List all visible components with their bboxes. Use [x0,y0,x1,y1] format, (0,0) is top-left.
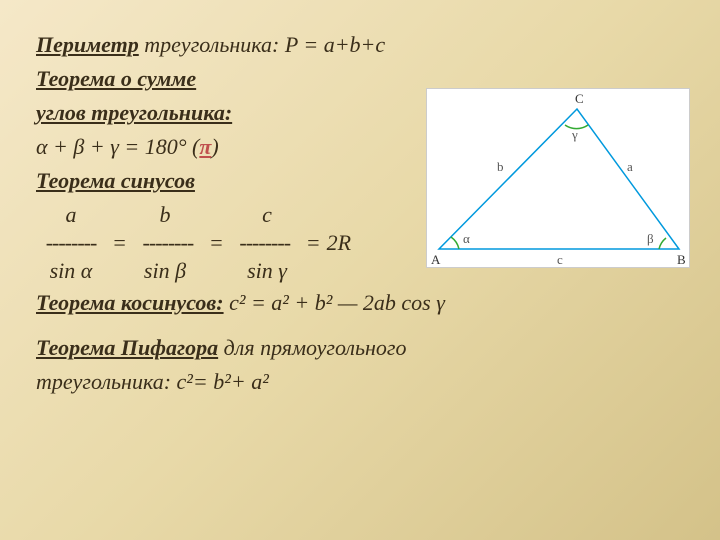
triangle-svg: A B C b a c α β γ [427,89,691,269]
pythagoras-line-2: треугольника: c²= b²+ a² [36,365,684,399]
label-gamma: γ [571,127,578,142]
perimeter-formula: треугольника: P = a+b+c [139,32,385,57]
arc-alpha [451,237,459,249]
label-beta: β [647,231,654,246]
perimeter-title: Периметр [36,32,139,57]
label-side-b: b [497,159,504,174]
cosines-title: Теорема косинусов: [36,290,224,315]
pythagoras-line-1: Теорема Пифагора для прямоугольного [36,331,684,365]
label-alpha: α [463,231,470,246]
label-side-c: c [557,252,563,267]
label-C: C [575,91,584,106]
pi-link[interactable]: π [199,134,211,159]
cosines-formula: c² = a² + b² — 2ab cos γ [224,290,445,315]
arc-beta [659,238,666,249]
cosines-line: Теорема косинусов: c² = a² + b² — 2ab co… [36,286,684,320]
triangle-shape [439,109,679,249]
pythagoras-title: Теорема Пифагора [36,335,218,360]
label-A: A [431,252,441,267]
perimeter-line: Периметр треугольника: P = a+b+c [36,28,684,62]
triangle-diagram: A B C b a c α β γ [426,88,690,268]
label-side-a: a [627,159,633,174]
label-B: B [677,252,686,267]
